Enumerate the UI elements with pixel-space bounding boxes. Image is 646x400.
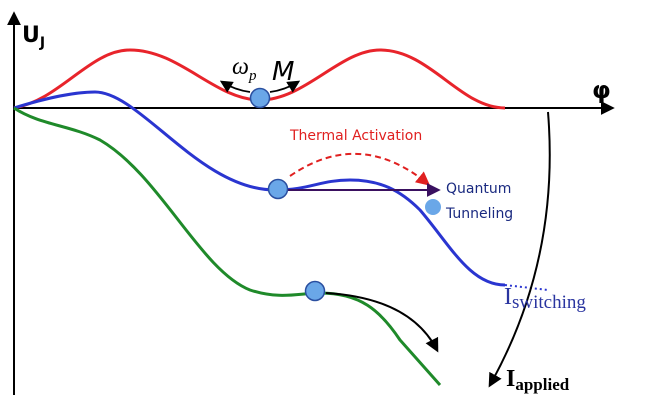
phase-particle [249,87,271,109]
applied-current-arrow [488,111,551,388]
y-axis-label: UJ [22,23,45,51]
tunneled-particle [425,199,441,215]
current-subscript: applied [515,375,569,394]
switching-current-label: Iswitching [504,284,586,313]
phase-particle [304,280,326,302]
tunneling-label: Quantum [446,181,511,197]
current-symbol: I [506,366,515,392]
thermal-arrow [289,152,431,186]
omega: ω [232,54,249,80]
escape-arrow [325,292,439,353]
tilted-potential-continuation [504,284,549,291]
tilted-potential [13,90,506,287]
y-axis-subscript: J [39,35,45,51]
frequency-label: ωp [232,54,257,84]
y-axis-symbol: U [22,23,40,48]
mass-label: M [272,57,294,87]
applied-current-label: Iapplied [506,366,570,394]
thermal-label: Thermal Activation [289,128,422,144]
phase-particle [267,178,289,200]
current-symbol: I [504,284,512,310]
steep-potential [13,106,442,386]
current-subscript: switching [512,292,586,313]
oscillation-arrow [269,80,301,93]
tunneling-label: Tunneling [445,206,513,222]
omega-subscript: p [248,68,257,84]
oscillation-arrow [219,80,251,93]
x-axis-label: φ [592,76,611,104]
